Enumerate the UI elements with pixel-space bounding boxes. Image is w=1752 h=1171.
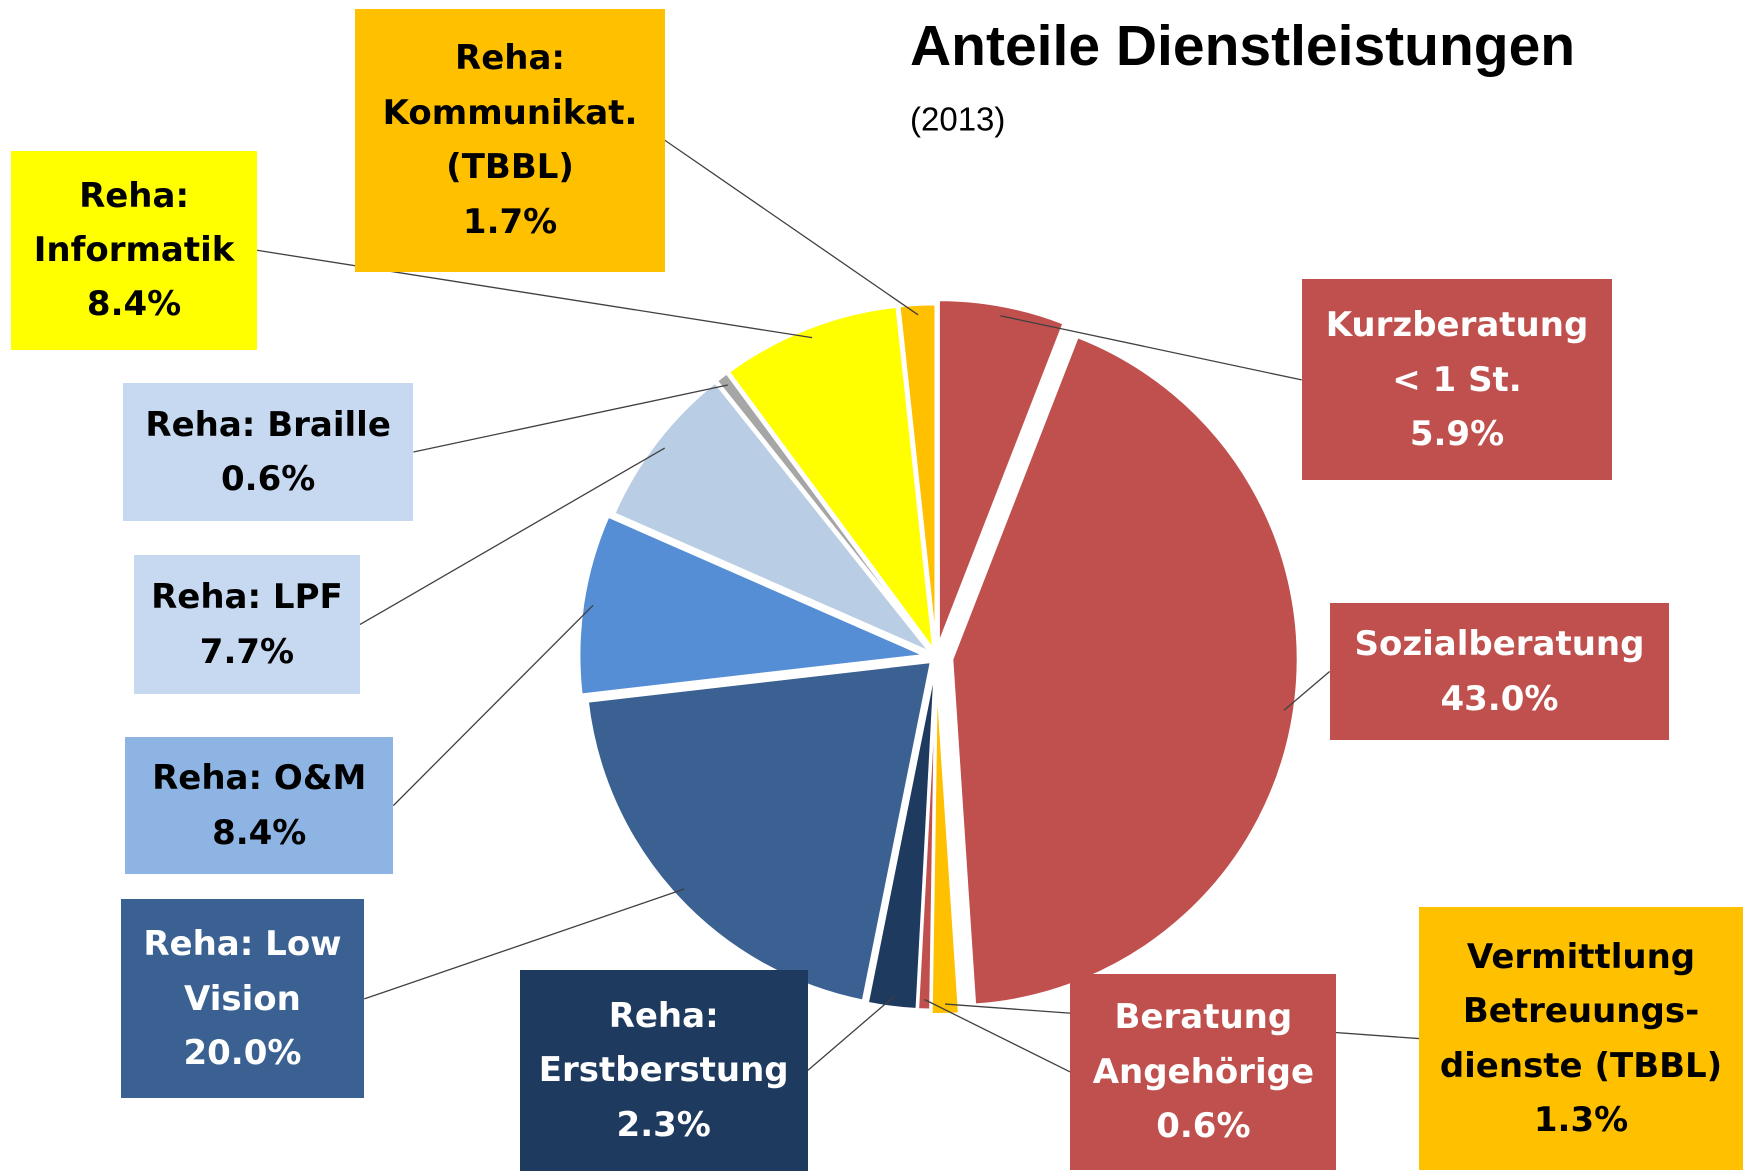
category-label: Reha: O&M [152, 758, 367, 799]
pie-slice [865, 663, 937, 1012]
pie-slice [577, 514, 931, 697]
data-label: Reha: Informatik 8.4% [11, 150, 257, 350]
value-label: 8.4% [212, 812, 307, 853]
leader-line [1283, 671, 1331, 711]
chart-subtitle: (2013) [910, 101, 1005, 138]
pie-slice [936, 298, 1066, 647]
value-label: 0.6% [221, 458, 316, 499]
category-label: Reha: Braille [145, 404, 391, 445]
value-label: 1.7% [462, 201, 558, 242]
leader-line [807, 996, 894, 1071]
pie-slice [950, 334, 1300, 1007]
category-label: Reha: LPF [151, 577, 343, 618]
data-label: Beratung Angehörige 0.6% [1070, 974, 1337, 1170]
value-label: 5.9% [1409, 414, 1505, 455]
category-label: Reha: Kommunikat. (TBBL) [382, 38, 638, 188]
leader-line [1000, 315, 1302, 381]
data-label: Reha: Braille 0.6% [122, 383, 414, 521]
value-label: 1.3% [1533, 1099, 1629, 1140]
data-label: Kurzberatung < 1 St. 5.9% [1301, 279, 1613, 481]
leader-line [359, 447, 666, 626]
leader-line [924, 998, 1071, 1073]
leader-line [392, 604, 594, 807]
category-label: Vermittlung Betreuungs- dienste (TBBL) [1439, 936, 1723, 1086]
category-label: Reha: Informatik [33, 175, 235, 271]
value-label: 8.4% [86, 284, 182, 325]
value-label: 2.3% [616, 1104, 711, 1145]
data-label: Sozialberatung 43.0% [1329, 603, 1670, 740]
data-label: Reha: LPF 7.7% [134, 555, 360, 694]
data-label: Reha: Kommunikat. (TBBL) 1.7% [355, 8, 665, 272]
pie-slice [611, 379, 933, 655]
leader-line [364, 888, 685, 1000]
value-label: 7.7% [199, 631, 295, 672]
pie-slice [585, 659, 934, 1003]
value-label: 20.0% [183, 1033, 302, 1074]
chart-title: Anteile Dienstleistungen [910, 14, 1575, 78]
data-label: Vermittlung Betreuungs- dienste (TBBL) 1.… [1419, 907, 1744, 1170]
leader-line [256, 249, 813, 339]
value-label: 0.6% [1156, 1106, 1251, 1147]
pie-slice [897, 302, 938, 651]
category-label: Kurzberatung < 1 St. [1325, 305, 1589, 400]
category-label: Reha: Low Vision [143, 924, 342, 1019]
pie-slice [726, 304, 936, 657]
pie-slice [714, 370, 934, 653]
category-label: Beratung Angehörige [1092, 997, 1315, 1092]
leader-line [413, 384, 728, 453]
data-label: Reha: O&M 8.4% [125, 737, 394, 874]
category-label: Reha: Erstberstung [538, 995, 789, 1091]
pie-slice [929, 668, 962, 1017]
data-label: Reha: Low Vision 20.0% [120, 899, 365, 1099]
category-label: Sozialberatung [1354, 624, 1645, 665]
data-label: Reha: Erstberstung 2.3% [519, 969, 808, 1171]
leader-line [664, 139, 919, 316]
value-label: 43.0% [1440, 678, 1559, 719]
